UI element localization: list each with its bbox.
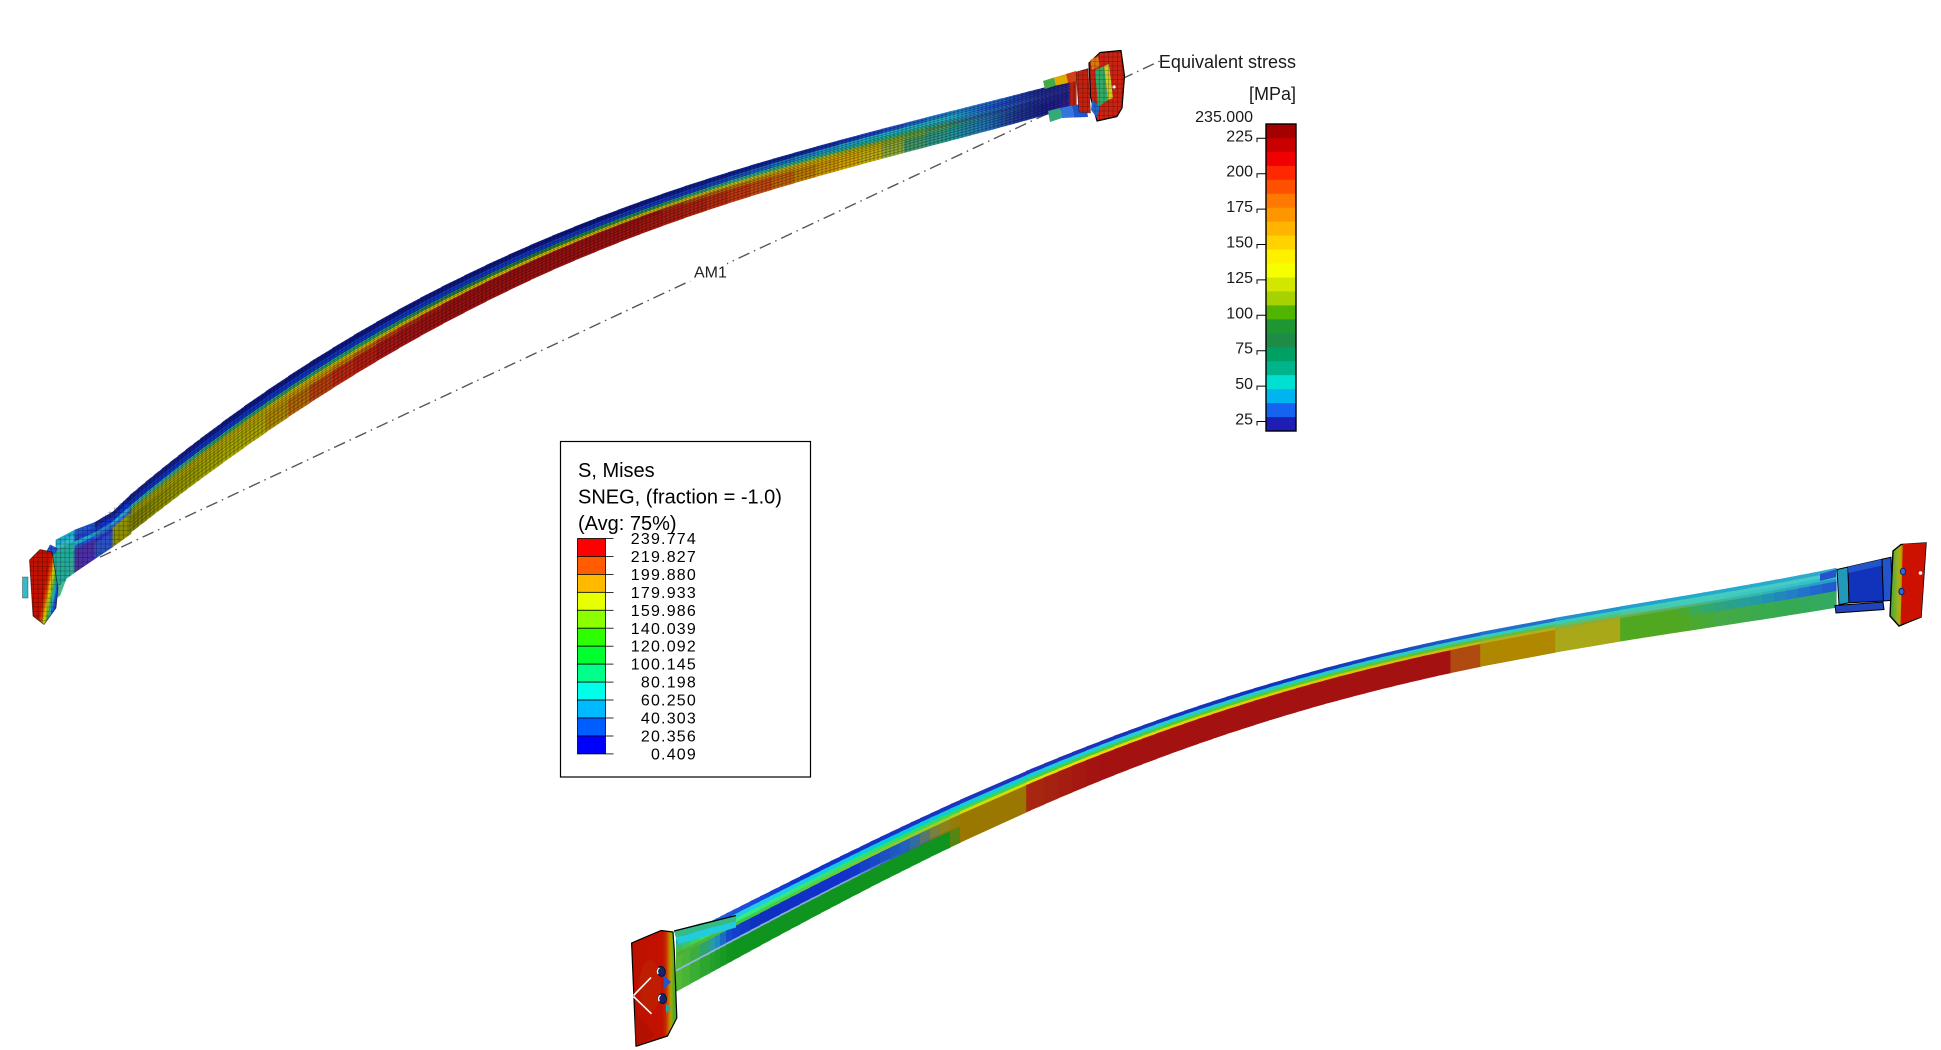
svg-text:150: 150 xyxy=(1226,235,1253,252)
svg-text:125: 125 xyxy=(1226,270,1253,287)
svg-text:25: 25 xyxy=(1235,412,1253,429)
svg-text:225: 225 xyxy=(1226,128,1253,145)
svg-text:120.092: 120.092 xyxy=(631,639,697,656)
svg-text:175: 175 xyxy=(1226,199,1253,216)
svg-text:235.000: 235.000 xyxy=(1195,109,1253,126)
svg-text:140.039: 140.039 xyxy=(631,621,697,638)
svg-text:100: 100 xyxy=(1226,305,1253,322)
svg-text:75: 75 xyxy=(1235,341,1253,358)
svg-text:200: 200 xyxy=(1226,164,1253,181)
svg-text:0.409: 0.409 xyxy=(651,746,697,763)
svg-text:[MPa]: [MPa] xyxy=(1249,84,1296,104)
svg-text:219.827: 219.827 xyxy=(631,549,697,566)
svg-text:80.198: 80.198 xyxy=(641,675,697,692)
svg-text:40.303: 40.303 xyxy=(641,711,697,728)
svg-text:20.356: 20.356 xyxy=(641,729,697,746)
svg-text:S, Mises: S, Mises xyxy=(578,460,655,482)
svg-text:159.986: 159.986 xyxy=(631,603,697,620)
svg-text:239.774: 239.774 xyxy=(631,531,697,548)
svg-text:AM1: AM1 xyxy=(694,265,727,282)
svg-text:Equivalent stress: Equivalent stress xyxy=(1159,52,1296,72)
svg-text:199.880: 199.880 xyxy=(631,567,697,584)
svg-text:179.933: 179.933 xyxy=(631,585,697,602)
svg-text:(Avg: 75%): (Avg: 75%) xyxy=(578,513,677,535)
svg-text:SNEG, (fraction = -1.0): SNEG, (fraction = -1.0) xyxy=(578,487,782,509)
svg-text:50: 50 xyxy=(1235,376,1253,393)
svg-text:60.250: 60.250 xyxy=(641,693,697,710)
svg-text:100.145: 100.145 xyxy=(631,657,697,674)
